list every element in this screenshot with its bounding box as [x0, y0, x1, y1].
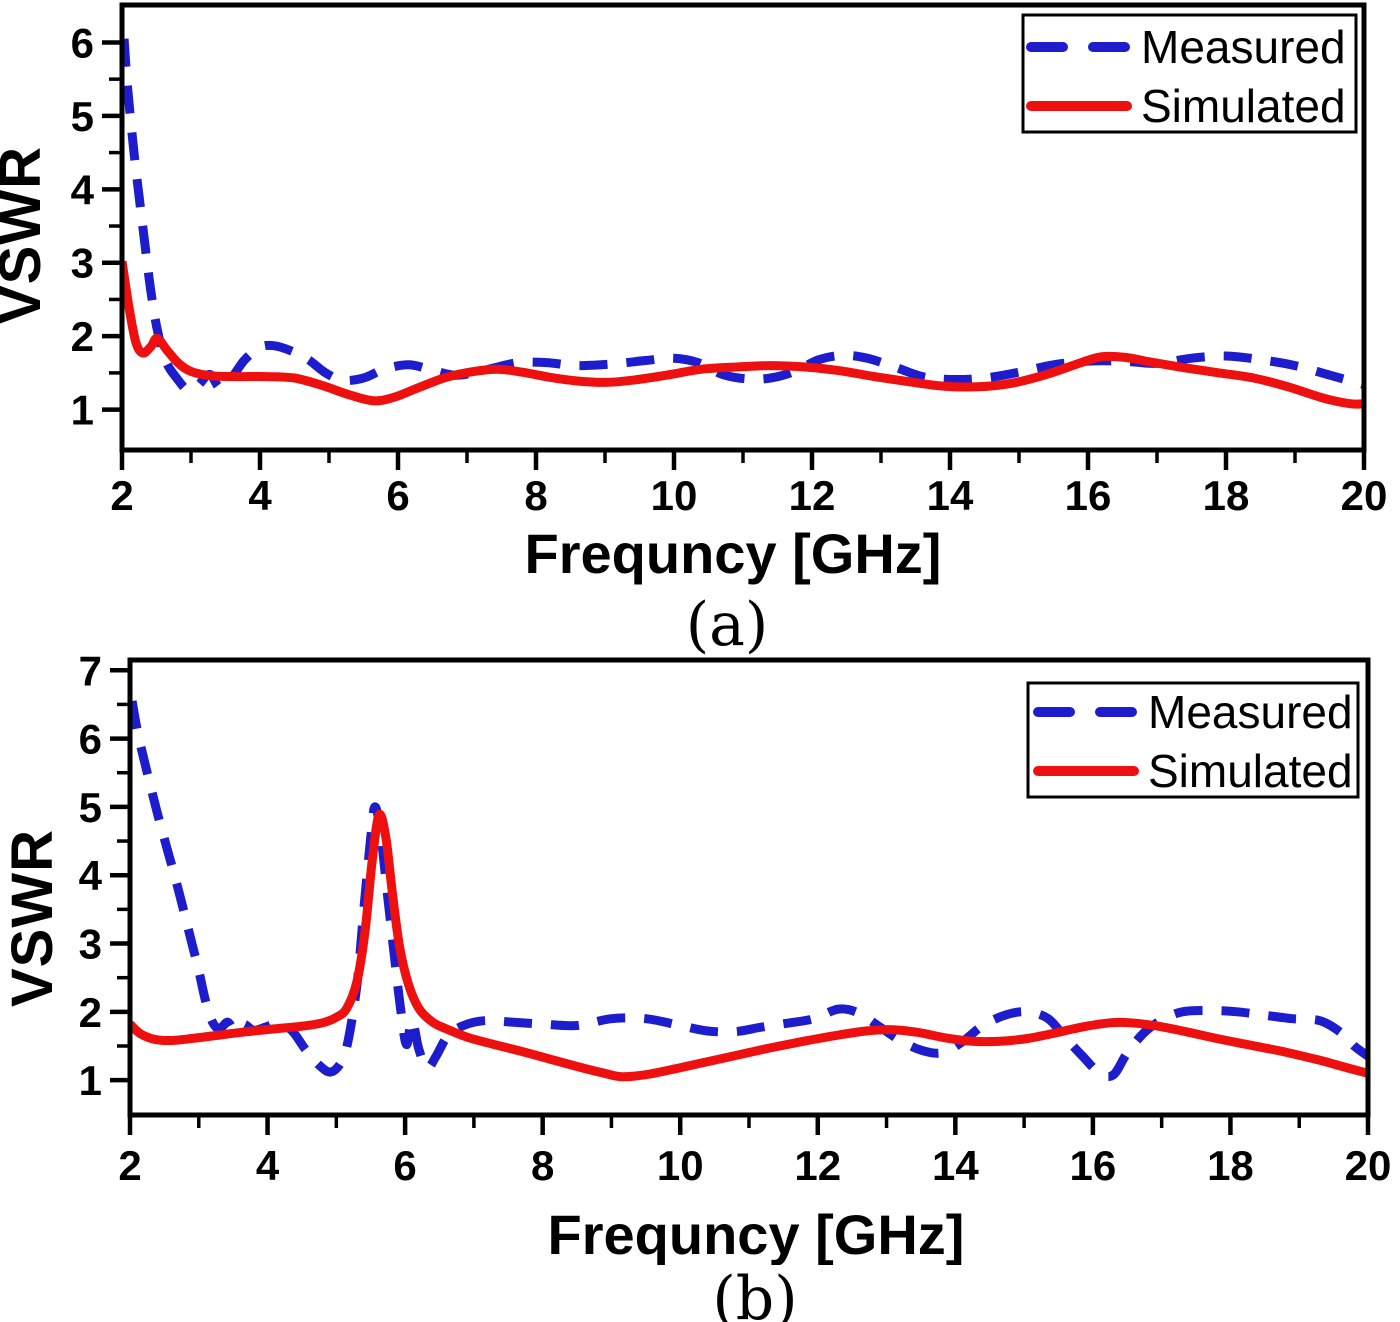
y-tick-label: 7: [79, 650, 102, 694]
x-tick-labels: 2 4 6 8 10 12 14 16 18 20: [118, 1142, 1391, 1189]
y-tick-label: 4: [71, 166, 95, 213]
axis-ticks: [110, 667, 1371, 1135]
x-tick-label: 4: [256, 1142, 280, 1189]
legend-label-simulated: Simulated: [1141, 80, 1346, 132]
y-tick-labels: 1 2 3 4 5 6 7: [79, 650, 103, 1104]
x-tick-label: 12: [789, 472, 836, 519]
legend: Measured Simulated: [1021, 13, 1358, 134]
x-tick-label: 6: [393, 1142, 416, 1189]
y-tick-label: 1: [71, 387, 94, 434]
legend-label-simulated: Simulated: [1148, 745, 1353, 797]
measured-curve: [122, 38, 1364, 395]
y-axis-title: VSWR: [0, 829, 65, 1007]
y-tick-label: 4: [79, 852, 103, 899]
x-tick-label: 2: [110, 472, 133, 519]
x-tick-label: 14: [927, 472, 974, 519]
plot-frame: [119, 2, 1367, 453]
y-tick-label: 6: [79, 716, 102, 763]
y-tick-label: 6: [71, 19, 94, 66]
series-group: [130, 700, 1368, 1082]
x-tick-label: 10: [651, 472, 698, 519]
chart-b-caption: (b): [712, 1264, 798, 1322]
y-tick-label: 5: [79, 784, 102, 831]
y-tick-label: 2: [79, 989, 102, 1036]
x-tick-label: 6: [386, 472, 409, 519]
series-group: [122, 38, 1364, 409]
legend: Measured Simulated: [1026, 681, 1360, 799]
x-tick-labels: 2 4 6 8 10 12 14 16 18 20: [110, 472, 1387, 519]
x-tick-label: 20: [1345, 1142, 1392, 1189]
plot-frame: [127, 657, 1371, 1118]
y-tick-label: 3: [71, 240, 94, 287]
x-tick-label: 8: [524, 472, 547, 519]
y-tick-label: 2: [71, 313, 94, 360]
x-tick-label: 16: [1070, 1142, 1117, 1189]
x-tick-label: 14: [932, 1142, 979, 1189]
x-tick-label: 4: [248, 472, 272, 519]
simulated-curve: [122, 260, 1364, 409]
y-tick-labels: 1 2 3 4 5 6: [71, 19, 95, 433]
x-tick-label: 8: [531, 1142, 554, 1189]
x-axis-title: Frequncy [GHz]: [525, 522, 942, 585]
legend-box: [1026, 681, 1360, 799]
legend-box: [1021, 13, 1358, 134]
legend-label-measured: Measured: [1148, 686, 1353, 738]
x-tick-label: 2: [118, 1142, 141, 1189]
y-tick-label: 5: [71, 93, 94, 140]
y-axis-title: VSWR: [0, 146, 53, 324]
y-tick-label: 1: [79, 1057, 102, 1104]
y-tick-label: 3: [79, 921, 102, 968]
simulated-curve: [130, 809, 1368, 1082]
chart-a-caption: (a): [685, 590, 769, 660]
x-axis-title: Frequncy [GHz]: [548, 1203, 965, 1265]
measured-curve: [130, 700, 1368, 1082]
x-tick-label: 16: [1065, 472, 1112, 519]
x-tick-label: 12: [794, 1142, 841, 1189]
x-tick-label: 20: [1341, 472, 1388, 519]
x-tick-label: 18: [1203, 472, 1250, 519]
x-tick-label: 18: [1207, 1142, 1254, 1189]
x-tick-label: 10: [657, 1142, 704, 1189]
legend-label-measured: Measured: [1141, 21, 1346, 73]
